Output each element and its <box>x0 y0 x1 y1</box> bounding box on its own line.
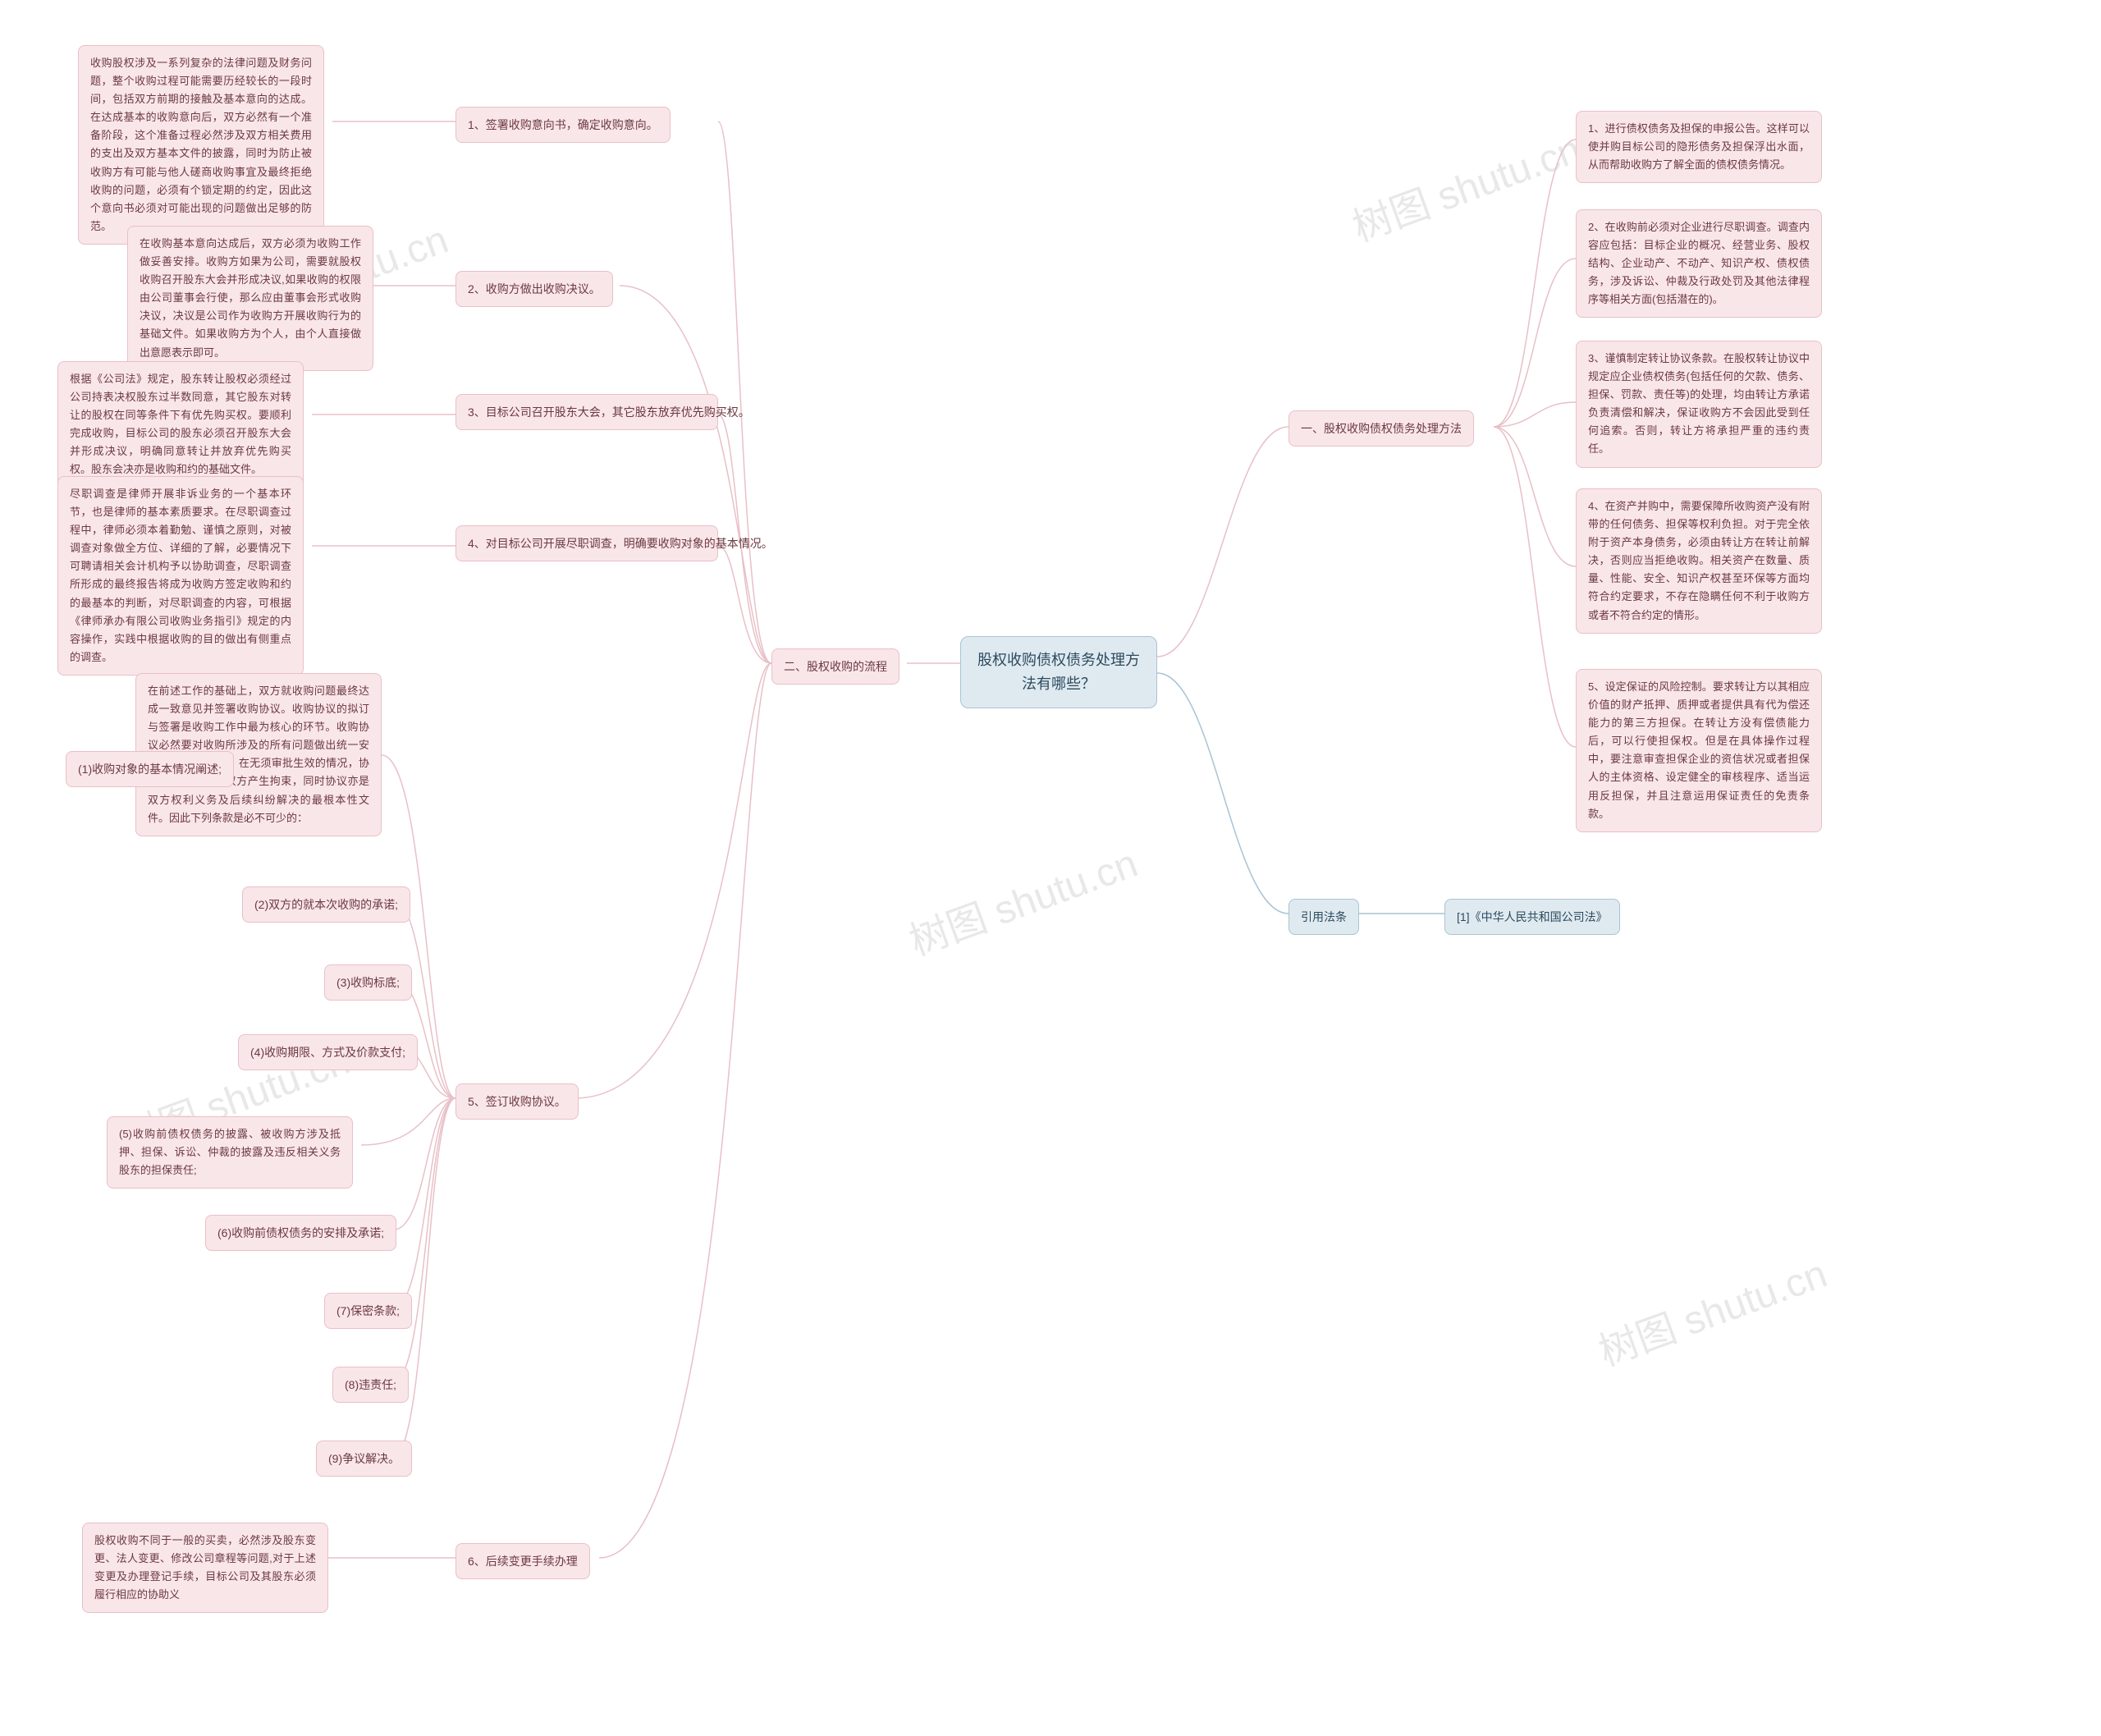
step-5-a4: (4)收购期限、方式及价款支付; <box>238 1034 418 1070</box>
ref-item: [1]《中华人民共和国公司法》 <box>1444 899 1620 935</box>
step-4: 4、对目标公司开展尽职调查，明确要收购对象的基本情况。 <box>455 525 718 561</box>
method-node: 一、股权收购债权债务处理方法 <box>1289 410 1474 447</box>
step-5-a2: (2)双方的就本次收购的承诺; <box>242 886 410 923</box>
step-5-a5: (5)收购前债权债务的披露、被收购方涉及抵押、担保、诉讼、仲裁的披露及违反相关义… <box>107 1116 353 1189</box>
step-2-detail: 在收购基本意向达成后，双方必须为收购工作做妥善安排。收购方如果为公司，需要就股权… <box>127 226 373 371</box>
step-4-detail: 尽职调查是律师开展非诉业务的一个基本环节，也是律师的基本素质要求。在尽职调查过程… <box>57 476 304 676</box>
step-5-a3: (3)收购标底; <box>324 964 412 1001</box>
method-item-3: 3、谨慎制定转让协议条款。在股权转让协议中规定应企业债权债务(包括任何的欠款、债… <box>1576 341 1822 468</box>
step-5-a1: (1)收购对象的基本情况阐述; <box>66 751 234 787</box>
watermark: 树图 shutu.cn <box>900 831 1144 966</box>
ref-node: 引用法条 <box>1289 899 1359 935</box>
step-3: 3、目标公司召开股东大会，其它股东放弃优先购买权。 <box>455 394 718 430</box>
step-1: 1、签署收购意向书，确定收购意向。 <box>455 107 671 143</box>
process-node: 二、股权收购的流程 <box>771 648 899 685</box>
step-3-detail: 根据《公司法》规定，股东转让股权必须经过公司持表决权股东过半数同意，其它股东对转… <box>57 361 304 488</box>
center-title-l2: 法有哪些？ <box>977 672 1140 696</box>
step-5-a8: (8)违责任; <box>332 1367 409 1403</box>
step-6-detail: 股权收购不同于一般的买卖，必然涉及股东变更、法人变更、修改公司章程等问题,对于上… <box>82 1523 328 1613</box>
method-item-4: 4、在资产并购中，需要保障所收购资产没有附带的任何债务、担保等权利负担。对于完全… <box>1576 488 1822 634</box>
watermark: 树图 shutu.cn <box>1590 1241 1833 1376</box>
method-item-5: 5、设定保证的风险控制。要求转让方以其相应价值的财产抵押、质押或者提供具有代为偿… <box>1576 669 1822 832</box>
watermark: 树图 shutu.cn <box>1343 117 1587 252</box>
step-5-a6: (6)收购前债权债务的安排及承诺; <box>205 1215 396 1251</box>
center-node: 股权收购债权债务处理方 法有哪些？ <box>960 636 1157 708</box>
step-5-a7: (7)保密条款; <box>324 1293 412 1329</box>
method-item-1: 1、进行债权债务及担保的申报公告。这样可以使并购目标公司的隐形债务及担保浮出水面… <box>1576 111 1822 183</box>
step-2: 2、收购方做出收购决议。 <box>455 271 613 307</box>
step-6: 6、后续变更手续办理 <box>455 1543 590 1579</box>
method-item-2: 2、在收购前必须对企业进行尽职调查。调查内容应包括：目标企业的概况、经营业务、股… <box>1576 209 1822 318</box>
center-title-l1: 股权收购债权债务处理方 <box>977 648 1140 672</box>
step-5-a9: (9)争议解决。 <box>316 1441 412 1477</box>
step-1-detail: 收购股权涉及一系列复杂的法律问题及财务问题，整个收购过程可能需要历经较长的一段时… <box>78 45 324 245</box>
step-5: 5、签订收购协议。 <box>455 1083 579 1120</box>
